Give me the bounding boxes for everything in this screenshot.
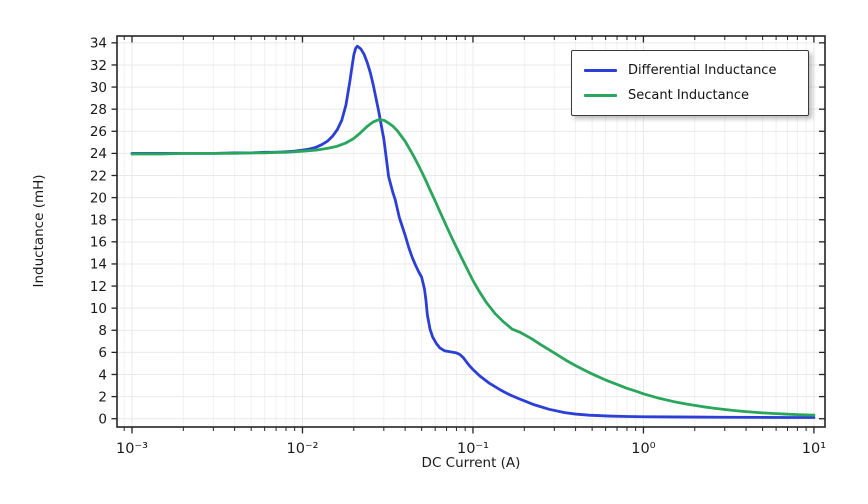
svg-text:32: 32 <box>90 58 107 74</box>
curve-differential-inductance <box>130 44 816 419</box>
svg-text:26: 26 <box>90 124 107 140</box>
svg-text:10⁻²: 10⁻² <box>287 441 319 457</box>
x-ticks-top <box>123 36 815 43</box>
svg-text:10⁻³: 10⁻³ <box>116 441 148 457</box>
x-grid-major <box>131 36 815 427</box>
svg-text:8: 8 <box>98 323 107 339</box>
legend-label-differential: Differential Inductance <box>628 63 777 78</box>
legend-item-secant-inductance: Secant Inductance <box>584 85 798 106</box>
x-grid-minor <box>123 36 807 427</box>
svg-text:4: 4 <box>98 367 107 383</box>
curve-secant-inductance <box>130 118 816 417</box>
x-axis-title: DC Current (A) <box>421 455 521 471</box>
svg-text:34: 34 <box>90 36 107 52</box>
svg-text:2: 2 <box>98 389 107 405</box>
svg-text:30: 30 <box>90 80 107 96</box>
legend-item-differential-inductance: Differential Inductance <box>584 60 798 81</box>
x-ticks-bottom <box>123 427 815 434</box>
legend: Differential Inductance Secant Inductanc… <box>571 50 809 116</box>
svg-text:22: 22 <box>90 168 107 184</box>
svg-text:24: 24 <box>90 146 107 162</box>
svg-text:18: 18 <box>90 213 107 229</box>
svg-text:10: 10 <box>90 301 107 317</box>
svg-text:10⁰: 10⁰ <box>631 441 655 457</box>
y-ticks-right <box>819 42 825 420</box>
svg-text:0: 0 <box>98 412 107 428</box>
svg-text:14: 14 <box>90 257 107 273</box>
curves <box>130 44 816 419</box>
legend-line-sample-differential <box>584 69 617 72</box>
y-ticks-left <box>111 42 117 420</box>
x-tick-labels: 10⁻³ 10⁻² 10⁻¹ 10⁰ 10¹ <box>116 441 826 457</box>
svg-text:12: 12 <box>90 279 107 295</box>
svg-text:20: 20 <box>90 190 107 206</box>
y-axis-title: Inductance (mH) <box>31 174 47 288</box>
legend-line-sample-secant <box>584 94 617 97</box>
svg-text:28: 28 <box>90 102 107 118</box>
plot-frame <box>116 35 826 428</box>
legend-label-secant: Secant Inductance <box>628 88 749 103</box>
svg-text:16: 16 <box>90 235 107 251</box>
svg-text:10¹: 10¹ <box>802 441 826 457</box>
y-grid <box>117 42 825 420</box>
svg-text:10⁻¹: 10⁻¹ <box>457 441 489 457</box>
svg-text:6: 6 <box>98 345 107 361</box>
